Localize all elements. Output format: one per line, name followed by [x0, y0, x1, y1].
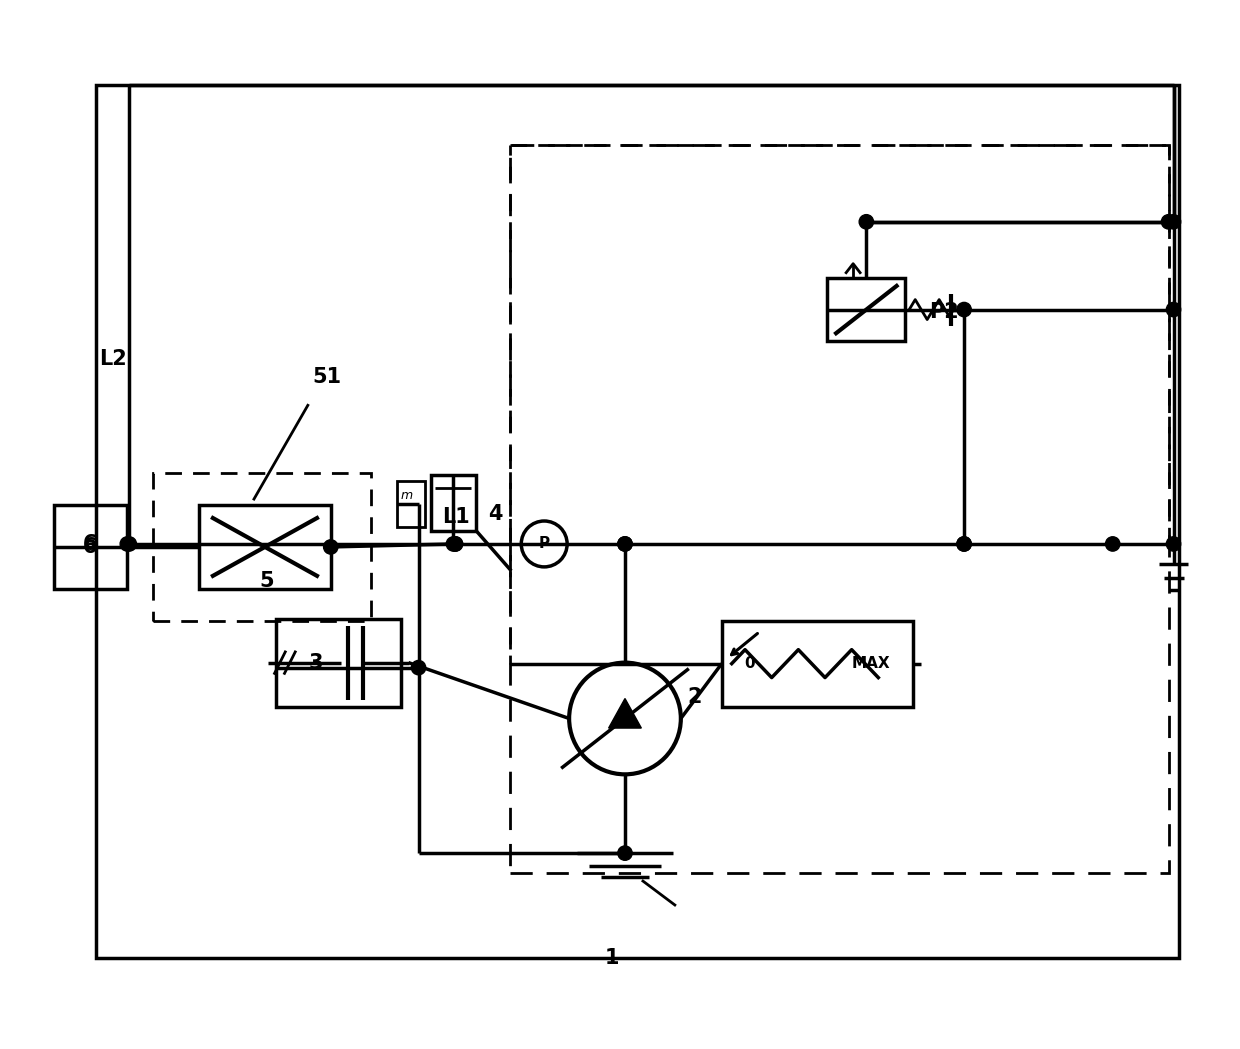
Bar: [397, 481, 424, 527]
Circle shape: [957, 537, 971, 551]
Bar: [511, 145, 1168, 873]
Text: 6: 6: [83, 534, 98, 554]
Text: L2: L2: [99, 349, 128, 369]
Bar: [97, 85, 1178, 958]
Circle shape: [1162, 215, 1176, 229]
Circle shape: [1106, 537, 1120, 551]
Circle shape: [120, 537, 134, 551]
Circle shape: [1167, 302, 1180, 317]
Text: 6: 6: [83, 537, 98, 557]
Circle shape: [618, 845, 632, 860]
Text: 2: 2: [688, 686, 702, 707]
Circle shape: [1167, 537, 1180, 551]
Circle shape: [618, 537, 632, 551]
Circle shape: [446, 537, 460, 551]
Text: P: P: [538, 536, 549, 552]
Text: 1: 1: [605, 948, 619, 968]
Bar: [277, 619, 401, 707]
Bar: [827, 278, 905, 342]
Circle shape: [324, 540, 339, 554]
Bar: [430, 475, 476, 531]
Text: MAX: MAX: [852, 656, 890, 671]
Bar: [722, 621, 913, 707]
Text: 51: 51: [312, 367, 342, 387]
Circle shape: [618, 537, 632, 551]
Circle shape: [448, 537, 463, 551]
Polygon shape: [609, 699, 641, 728]
Text: P2: P2: [929, 301, 959, 322]
Circle shape: [859, 215, 873, 229]
Circle shape: [448, 537, 463, 551]
Bar: [154, 473, 371, 621]
Circle shape: [1167, 215, 1180, 229]
Text: m: m: [401, 489, 413, 501]
Circle shape: [957, 537, 971, 551]
Bar: [200, 505, 331, 588]
Text: L1: L1: [443, 507, 470, 527]
Circle shape: [122, 537, 136, 551]
Circle shape: [412, 661, 425, 675]
Text: 5: 5: [259, 571, 274, 591]
Bar: [53, 505, 128, 588]
Text: 3: 3: [309, 652, 324, 672]
Circle shape: [957, 302, 971, 317]
Text: 0: 0: [744, 656, 755, 671]
Text: 4: 4: [489, 504, 503, 524]
